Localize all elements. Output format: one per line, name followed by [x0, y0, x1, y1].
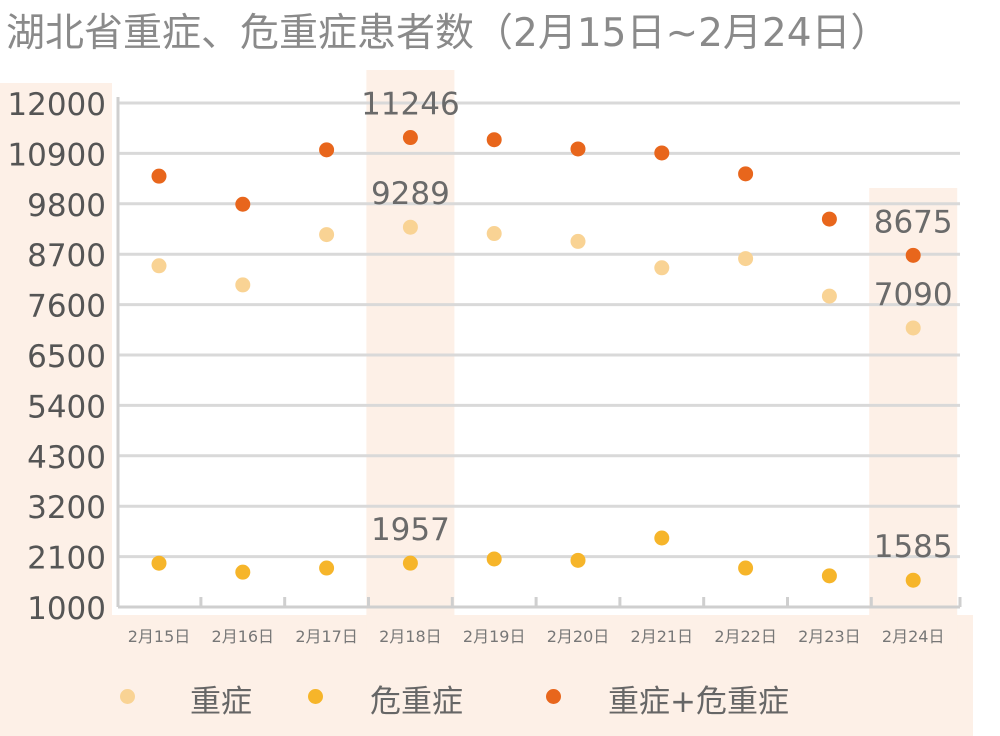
x-tick-label: 2月21日 — [631, 627, 694, 646]
y-tick-label: 12000 — [7, 87, 106, 123]
data-label: 7090 — [874, 277, 953, 313]
data-label: 9289 — [371, 176, 450, 212]
data-point — [319, 560, 335, 576]
x-tick-label: 2月15日 — [128, 627, 191, 646]
data-point — [486, 132, 502, 148]
legend-label-severe: 重症 — [190, 684, 252, 720]
y-tick-label: 8700 — [27, 238, 106, 274]
data-point — [570, 141, 586, 157]
data-point — [654, 145, 670, 161]
data-point — [738, 560, 754, 576]
x-tick-label: 2月20日 — [547, 627, 610, 646]
y-tick-label: 4300 — [27, 440, 106, 476]
data-point — [905, 572, 921, 588]
data-point — [151, 258, 167, 274]
y-tick-label: 10900 — [7, 137, 106, 173]
y-tick-label: 3200 — [27, 490, 106, 526]
data-point — [402, 555, 418, 571]
y-tick-label: 6500 — [27, 339, 106, 375]
data-point — [402, 130, 418, 146]
legend: 重症 危重症 重症+危重症 — [0, 672, 1000, 724]
data-point — [821, 288, 837, 304]
legend-dot-total-icon — [546, 689, 561, 704]
data-point — [821, 211, 837, 227]
legend-dot-severe-icon — [120, 689, 135, 704]
data-label: 1957 — [371, 512, 450, 548]
data-point — [486, 226, 502, 242]
y-tick-label: 5400 — [27, 389, 106, 425]
bottom-panel — [0, 615, 973, 736]
legend-dot-critical-icon — [308, 689, 323, 704]
y-tick-label: 1000 — [27, 591, 106, 627]
data-point — [235, 196, 251, 212]
y-tick-label: 9800 — [27, 188, 106, 224]
data-point — [319, 227, 335, 243]
x-tick-label: 2月23日 — [798, 627, 861, 646]
legend-label-total: 重症+危重症 — [608, 684, 789, 720]
data-point — [821, 568, 837, 584]
data-label: 1585 — [874, 529, 953, 565]
data-point — [570, 233, 586, 249]
x-tick-label: 2月16日 — [212, 627, 275, 646]
x-tick-label: 2月19日 — [463, 627, 526, 646]
data-point — [738, 166, 754, 182]
chart-title: 湖北省重症、危重症患者数（2月15日~2月24日） — [6, 11, 890, 56]
data-point — [570, 552, 586, 568]
data-point — [319, 142, 335, 158]
data-point — [738, 251, 754, 267]
data-label: 8675 — [874, 204, 953, 240]
data-point — [151, 168, 167, 184]
y-tick-label: 2100 — [27, 541, 106, 577]
data-point — [486, 551, 502, 567]
data-label: 11246 — [361, 87, 460, 123]
x-tick-label: 2月24日 — [882, 627, 945, 646]
x-tick-label: 2月22日 — [714, 627, 777, 646]
data-point — [151, 555, 167, 571]
data-point — [905, 247, 921, 263]
y-axis-panel — [0, 83, 112, 623]
legend-label-critical: 危重症 — [370, 684, 463, 720]
data-point — [654, 530, 670, 546]
x-tick-label: 2月17日 — [295, 627, 358, 646]
data-point — [654, 260, 670, 276]
y-tick-label: 7600 — [27, 289, 106, 325]
data-point — [235, 564, 251, 580]
data-point — [402, 219, 418, 235]
data-point — [235, 277, 251, 293]
data-point — [905, 320, 921, 336]
x-tick-label: 2月18日 — [379, 627, 442, 646]
